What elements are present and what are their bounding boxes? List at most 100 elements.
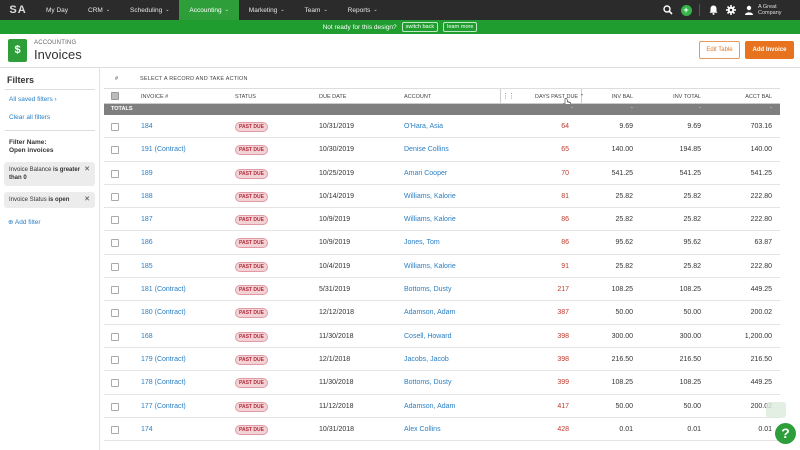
drag-handle-icon[interactable]: ⋮⋮ — [502, 93, 515, 100]
inv-bal: 108.25 — [611, 286, 633, 294]
account-link[interactable]: Williams, Kalorie — [404, 262, 456, 270]
row-checkbox[interactable] — [111, 262, 119, 271]
search-icon[interactable] — [659, 0, 677, 20]
account-link[interactable]: Bottoms, Dusty — [404, 286, 452, 294]
invoice-link[interactable]: 187 — [141, 216, 153, 224]
col-days-past-due[interactable]: DAYS PAST DUE ⌃ — [535, 94, 584, 100]
nav-item-accounting[interactable]: Accounting ⌄ — [179, 0, 239, 20]
col-invoice[interactable]: INVOICE # — [141, 94, 169, 100]
add-invoice-button[interactable]: Add Invoice — [745, 41, 794, 59]
all-saved-filters-link[interactable]: All saved filters › — [9, 96, 57, 103]
inv-total: 216.50 — [679, 355, 701, 363]
nav-item-team[interactable]: Team ⌄ — [295, 0, 338, 20]
invoice-link[interactable]: 189 — [141, 169, 153, 177]
row-checkbox[interactable] — [111, 309, 119, 318]
gear-icon[interactable] — [722, 0, 740, 20]
nav-item-scheduling[interactable]: Scheduling ⌄ — [120, 0, 179, 20]
invoice-link[interactable]: 178 (Contract) — [141, 379, 186, 387]
table-row[interactable]: 178 (Contract) PAST DUE 11/30/2018 Bottoms,… — [104, 371, 780, 395]
nav-item-marketing[interactable]: Marketing ⌄ — [239, 0, 295, 20]
table-row[interactable]: 181 (Contract) PAST DUE 5/31/2019 Bottoms, … — [104, 278, 780, 302]
invoice-link[interactable]: 177 (Contract) — [141, 402, 186, 410]
row-checkbox[interactable] — [111, 169, 119, 178]
add-filter-link[interactable]: ⊕ Add filter — [8, 218, 41, 226]
row-checkbox[interactable] — [111, 332, 119, 341]
invoice-link[interactable]: 191 (Contract) — [141, 146, 186, 154]
account-link[interactable]: Adamson, Adam — [404, 309, 456, 317]
row-checkbox[interactable] — [111, 355, 119, 364]
close-icon[interactable]: ✕ — [84, 196, 90, 203]
account-link[interactable]: Cosell, Howard — [404, 332, 452, 340]
avatar[interactable] — [740, 0, 758, 20]
table-row[interactable]: 185 PAST DUE 10/4/2019 Williams, Kalorie 91 2… — [104, 255, 780, 279]
table-row[interactable]: 168 PAST DUE 11/30/2018 Cosell, Howard 398 30… — [104, 325, 780, 348]
row-checkbox[interactable] — [111, 192, 119, 201]
invoice-link[interactable]: 184 — [141, 123, 153, 130]
days-past-due: 70 — [561, 169, 569, 177]
account-link[interactable]: Williams, Kalorie — [404, 192, 456, 200]
row-checkbox[interactable] — [111, 239, 119, 248]
account-link[interactable]: Williams, Kalorie — [404, 216, 456, 224]
account-link[interactable]: Denise Collins — [404, 146, 449, 154]
col-account[interactable]: ACCOUNT — [404, 94, 432, 100]
nav-item-reports[interactable]: Reports ⌄ — [338, 0, 388, 20]
chevron-down-icon: ⌄ — [280, 7, 285, 13]
account-link[interactable]: Adamson, Adam — [404, 402, 456, 410]
invoice-link[interactable]: 180 (Contract) — [141, 309, 186, 317]
table-row[interactable]: 180 (Contract) PAST DUE 12/12/2018 Adamson,… — [104, 301, 780, 325]
table-row[interactable]: 184 PAST DUE 10/31/2019 O'Hara, Asia 64 9.69 9… — [104, 115, 780, 139]
row-checkbox[interactable] — [111, 425, 119, 434]
account-link[interactable]: Jacobs, Jacob — [404, 355, 449, 363]
close-icon[interactable]: ✕ — [84, 166, 90, 173]
edit-table-button[interactable]: Edit Table — [699, 41, 740, 59]
col-inv-total[interactable]: INV TOTAL — [673, 94, 701, 100]
table-row[interactable]: 177 (Contract) PAST DUE 11/12/2018 Adamson,… — [104, 395, 780, 418]
plus-icon[interactable]: + — [677, 0, 695, 20]
col-due-date[interactable]: DUE DATE — [319, 94, 347, 100]
row-checkbox[interactable] — [111, 402, 119, 411]
invoice-table-body: 184 PAST DUE 10/31/2019 O'Hara, Asia 64 9.69 9… — [104, 115, 780, 442]
account-link[interactable]: O'Hara, Asia — [404, 123, 444, 130]
table-row[interactable]: 188 PAST DUE 10/14/2019 Williams, Kalorie 81… — [104, 185, 780, 209]
col-inv-bal[interactable]: INV BAL — [611, 94, 633, 100]
nav-item-my-day[interactable]: My Day — [36, 0, 78, 20]
account-link[interactable]: Jones, Tom — [404, 239, 440, 247]
company-name[interactable]: A Great Company — [758, 4, 782, 16]
table-row[interactable]: 187 PAST DUE 10/9/2019 Williams, Kalorie 86 2… — [104, 208, 780, 232]
inv-bal: 140.00 — [611, 146, 633, 154]
filter-chip-invoice-balance[interactable]: Invoice Balance is greater than 0 ✕ — [4, 162, 95, 186]
app-logo[interactable]: SA — [9, 4, 27, 16]
filter-chip-invoice-status[interactable]: Invoice Status is open ✕ — [4, 192, 95, 208]
invoice-link[interactable]: 174 — [141, 425, 153, 433]
table-row[interactable]: 186 PAST DUE 10/9/2019 Jones, Tom 86 95.62 95.… — [104, 231, 780, 255]
invoice-link[interactable]: 168 — [141, 332, 153, 340]
switch-back-button[interactable]: switch back — [401, 22, 439, 32]
row-checkbox[interactable] — [111, 286, 119, 295]
row-checkbox[interactable] — [111, 146, 119, 155]
col-status[interactable]: STATUS — [235, 94, 256, 100]
bell-icon[interactable] — [704, 0, 722, 20]
invoice-link[interactable]: 185 — [141, 262, 153, 270]
row-checkbox[interactable] — [111, 123, 119, 131]
table-row[interactable]: 191 (Contract) PAST DUE 10/30/2019 Denise C… — [104, 138, 780, 162]
row-checkbox[interactable] — [111, 216, 119, 225]
table-row[interactable]: 179 (Contract) PAST DUE 12/1/2018 Jacobs, J… — [104, 348, 780, 372]
account-link[interactable]: Bottoms, Dusty — [404, 379, 452, 387]
totals-dpd: - — [571, 105, 573, 111]
inv-total: 25.82 — [683, 192, 701, 200]
help-button[interactable]: ? — [775, 423, 796, 444]
invoice-link[interactable]: 181 (Contract) — [141, 286, 186, 294]
col-acct-bal[interactable]: ACCT BAL — [745, 94, 772, 100]
account-link[interactable]: Amari Cooper — [404, 169, 448, 177]
learn-more-button[interactable]: learn more — [443, 22, 478, 32]
table-row[interactable]: 189 PAST DUE 10/25/2019 Amari Cooper 70 541.2… — [104, 162, 780, 185]
invoice-link[interactable]: 188 — [141, 192, 153, 200]
account-link[interactable]: Alex Collins — [404, 425, 441, 433]
clear-all-filters-link[interactable]: Clear all filters — [9, 114, 51, 121]
nav-item-crm[interactable]: CRM ⌄ — [78, 0, 120, 20]
select-all-checkbox[interactable] — [111, 92, 119, 100]
invoice-link[interactable]: 186 — [141, 239, 153, 247]
row-checkbox[interactable] — [111, 379, 119, 388]
table-row[interactable]: 174 PAST DUE 10/31/2018 Alex Collins 428 0.01… — [104, 418, 780, 442]
invoice-link[interactable]: 179 (Contract) — [141, 355, 186, 363]
